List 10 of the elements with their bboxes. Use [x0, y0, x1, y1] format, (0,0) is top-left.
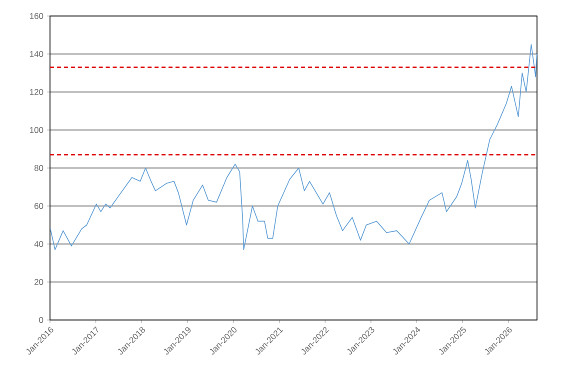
y-tick-label: 160 — [30, 13, 44, 19]
y-tick-label: 20 — [34, 279, 44, 285]
y-tick-label: 60 — [34, 203, 44, 209]
y-tick-label: 120 — [30, 89, 44, 95]
line-series — [50, 44, 538, 250]
y-tick-label: 0 — [39, 317, 44, 323]
y-tick-label: 40 — [34, 241, 44, 247]
y-tick-label: 80 — [34, 165, 44, 171]
y-tick-label: 140 — [30, 51, 44, 57]
y-tick-label: 100 — [30, 127, 44, 133]
